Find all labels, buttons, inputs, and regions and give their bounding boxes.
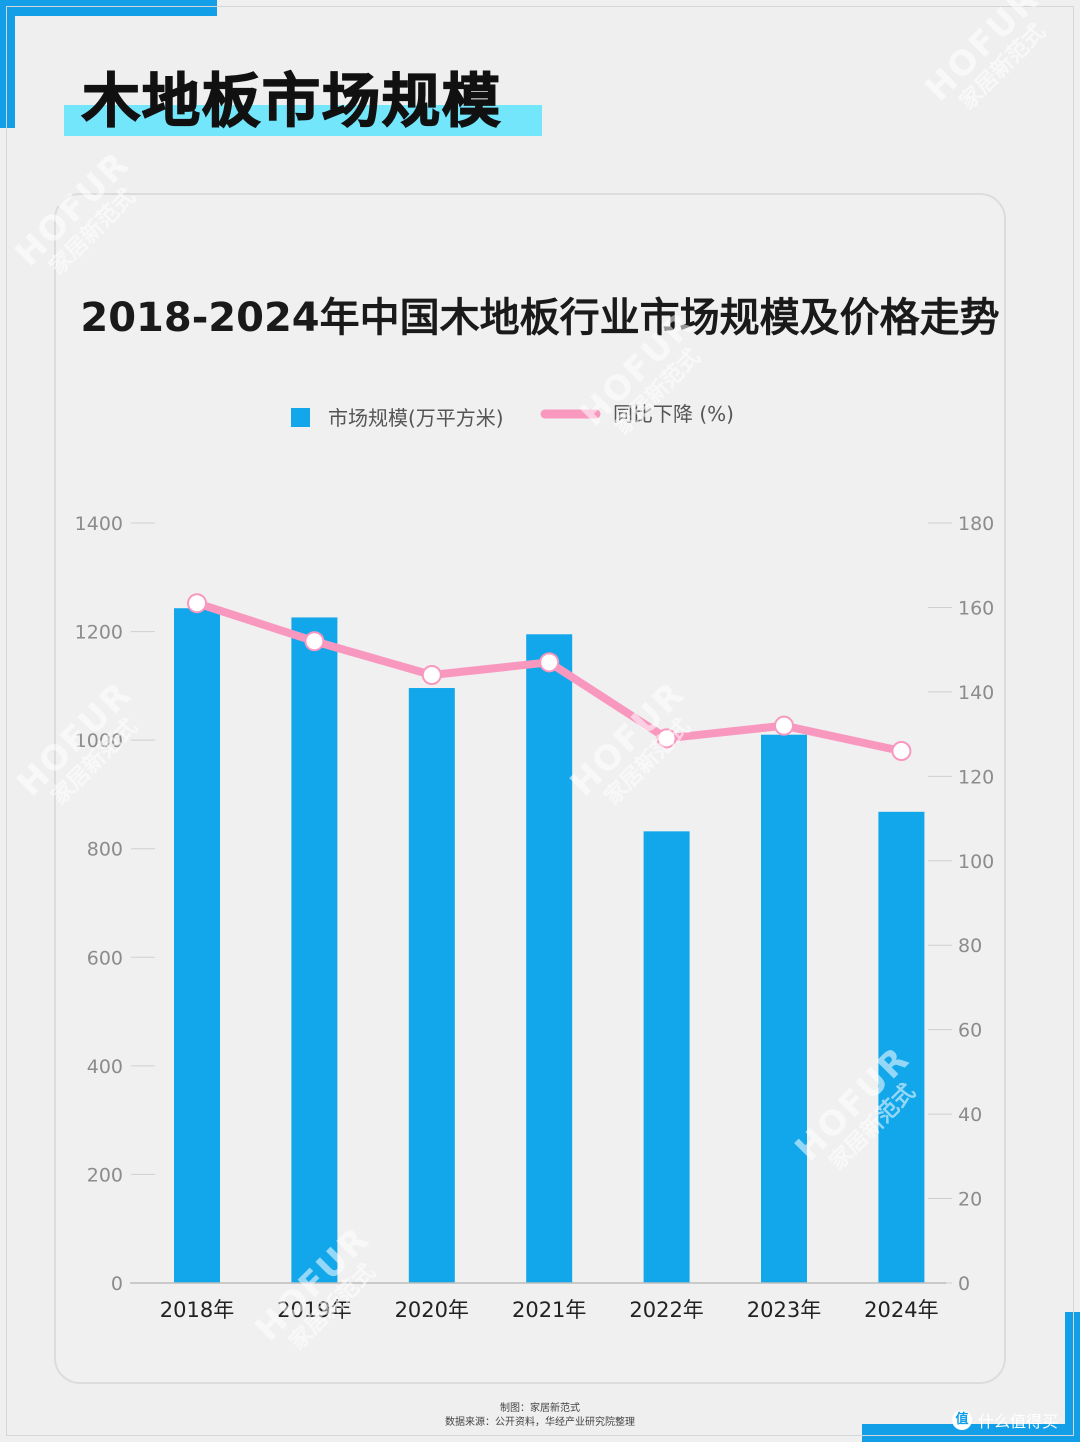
heading-highlight [64,105,542,136]
legend-swatch-bar [291,408,310,427]
y-right-tick-label: 140 [958,682,994,704]
corner-accent-top-vertical [0,0,15,128]
brand-badge: 值 什么值得买 [952,1408,1058,1432]
brand-logo-icon: 值 [952,1410,972,1430]
bar [408,688,455,1283]
page-title: 木地板市场规模 [81,66,503,136]
y-left-tick-label: 800 [87,839,123,861]
x-tick-label: 2023年 [747,1298,821,1322]
x-tick-label: 2024年 [864,1298,938,1322]
y-right-tick-label: 0 [958,1273,970,1295]
y-right-tick-label: 60 [958,1020,982,1042]
y-right-tick-label: 80 [958,935,982,957]
y-right-tick-label: 100 [958,851,994,873]
bar [878,811,925,1283]
x-tick-label: 2018年 [160,1298,234,1322]
bar [174,608,220,1283]
footer-credit: 制图：家居新范式 [500,1403,580,1414]
y-left-tick-label: 1200 [75,622,123,644]
y-right-tick-label: 120 [958,766,994,788]
corner-accent-top-horizontal [0,0,217,16]
bar [526,634,573,1283]
y-left-tick-label: 1000 [75,730,123,752]
y-left-tick-label: 400 [87,1056,123,1078]
y-right-tick-label: 180 [958,513,994,535]
y-right-tick-label: 20 [958,1189,982,1211]
corner-accent-bottom-vertical [1065,1312,1080,1442]
line-point [539,652,560,673]
footer-source: 数据来源：公开资料，华经产业研究院整理 [445,1417,635,1428]
y-left-tick-label: 0 [111,1273,123,1295]
legend-label-line: 同比下降 (%) [613,402,734,426]
x-tick-label: 2019年 [277,1298,351,1322]
line-point [187,593,207,614]
y-left-tick-label: 200 [87,1164,123,1186]
y-right-tick-label: 40 [958,1104,982,1126]
bar [761,734,807,1283]
brand-label: 什么值得买 [978,1412,1059,1431]
y-left-tick-label: 600 [87,947,123,969]
line-point [891,741,912,761]
line-point [656,728,677,749]
chart-title: 2018-2024年中国木地板行业市场规模及价格走势 [80,295,1000,341]
line-point [421,665,442,685]
corner-accent-bottom-horizontal [862,1424,1080,1442]
x-tick-label: 2020年 [395,1298,469,1322]
y-right-tick-label: 160 [958,597,994,619]
page-heading: 木地板市场规模 [64,62,544,142]
legend-label-bar: 市场规模(万平方米) [328,406,504,430]
x-tick-label: 2021年 [512,1298,586,1322]
bar [291,617,338,1283]
line-point [304,631,325,652]
line-point [774,715,794,736]
y-left-tick-label: 1400 [75,513,123,535]
bar [643,831,690,1283]
x-tick-label: 2022年 [629,1298,703,1322]
